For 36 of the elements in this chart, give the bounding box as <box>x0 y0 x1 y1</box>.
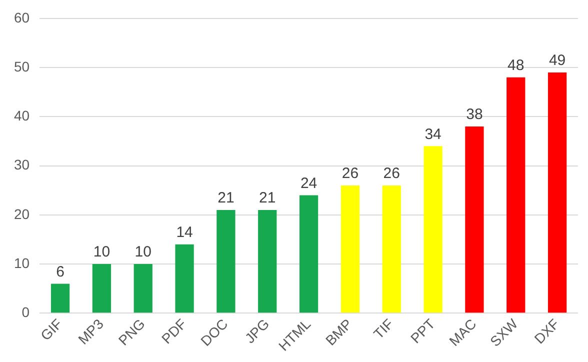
data-label: 10 <box>93 244 110 261</box>
data-label: 24 <box>300 174 318 192</box>
bar <box>506 77 526 313</box>
y-tick-label: 60 <box>14 9 30 26</box>
bar <box>134 264 152 313</box>
data-label: 26 <box>383 165 400 182</box>
bar <box>299 195 318 313</box>
y-tick-label: 40 <box>14 108 30 124</box>
x-tick-label: TIF <box>370 316 396 342</box>
data-label: 48 <box>508 56 524 74</box>
y-tick-label: 20 <box>14 206 30 222</box>
bar <box>424 146 442 313</box>
bar <box>340 185 360 313</box>
bar <box>216 210 236 313</box>
data-label: 14 <box>176 224 193 242</box>
x-tick-label: JPG <box>242 316 272 346</box>
bar <box>258 210 277 313</box>
data-label: 21 <box>259 190 276 207</box>
bar <box>92 264 112 313</box>
y-tick-label: 50 <box>14 58 30 74</box>
x-tick-label: GIF <box>37 316 66 344</box>
y-tick-label: 30 <box>14 156 30 173</box>
bar <box>175 244 194 313</box>
data-label: 38 <box>466 106 483 124</box>
data-label: 21 <box>218 190 234 207</box>
bar <box>548 72 567 313</box>
y-tick-label: 0 <box>22 304 30 320</box>
bar <box>382 185 401 313</box>
data-label: 34 <box>424 126 442 143</box>
bar <box>465 126 484 313</box>
y-tick-label: 10 <box>14 254 30 271</box>
data-label: 6 <box>56 263 64 280</box>
data-label: 26 <box>342 165 359 182</box>
data-label: 10 <box>134 244 152 261</box>
data-label: 49 <box>548 52 566 70</box>
bar <box>50 284 70 313</box>
